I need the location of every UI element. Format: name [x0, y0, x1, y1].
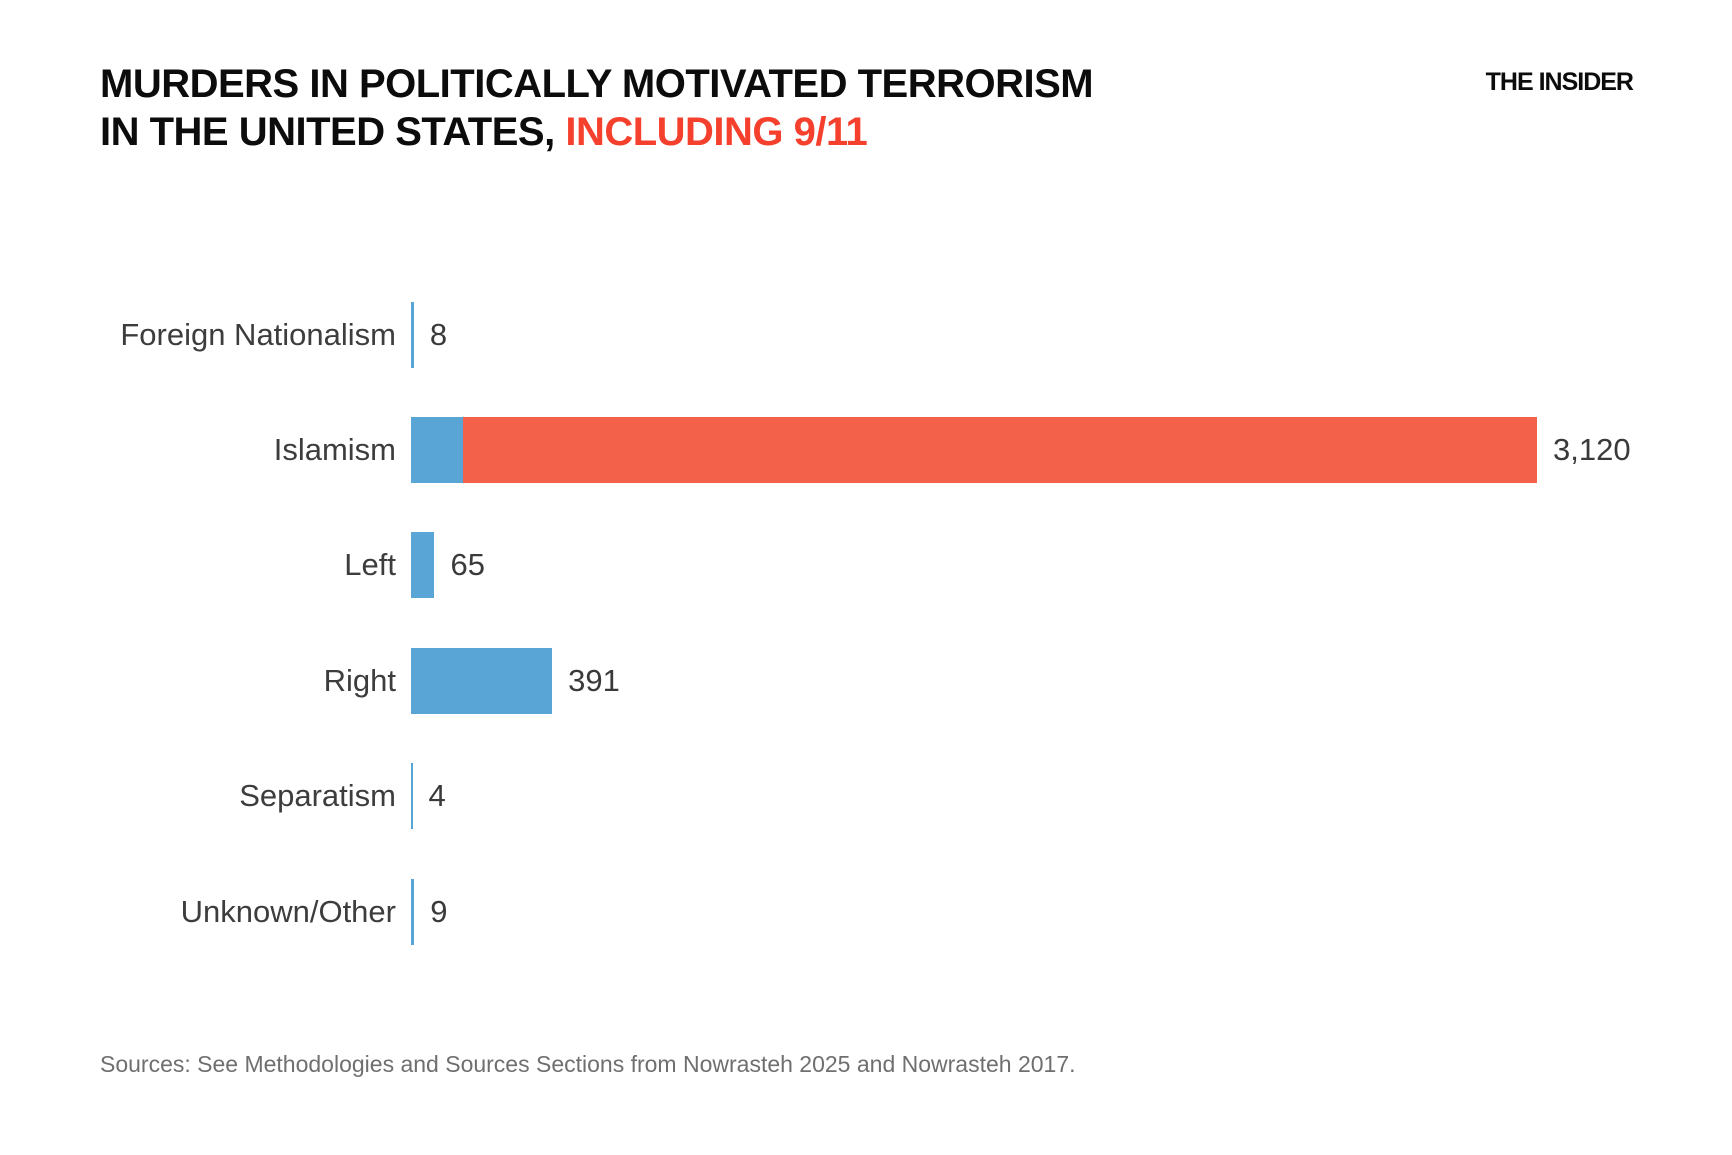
bar-group	[411, 647, 553, 714]
bar-row-islamism: Islamism 3,120	[0, 392, 1732, 507]
bar-row-unknown-other: Unknown/Other 9	[0, 854, 1732, 969]
category-label: Foreign Nationalism	[120, 316, 396, 352]
bar-segment-blue	[411, 878, 415, 945]
value-label: 9	[430, 893, 448, 929]
bar-segment-blue	[411, 301, 414, 368]
bar-group	[411, 301, 414, 368]
value-label: 3,120	[1552, 432, 1631, 468]
bar-row-separatism: Separatism 4	[0, 739, 1732, 854]
bar-segment-blue	[411, 647, 553, 714]
value-label: 391	[568, 662, 620, 698]
sources-note: Sources: See Methodologies and Sources S…	[100, 1051, 1076, 1077]
brand-logo: THE INSIDER	[1485, 68, 1634, 96]
bar-group	[411, 532, 435, 599]
bar-row-right: Right 391	[0, 623, 1732, 738]
bar-group	[411, 878, 415, 945]
value-label: 4	[428, 778, 446, 814]
category-label: Right	[323, 662, 396, 698]
bar-group	[411, 417, 1537, 484]
bar-segment-blue	[411, 763, 413, 830]
title-line2-black: IN THE UNITED STATES,	[100, 110, 555, 154]
bar-segment-red-911	[462, 417, 1537, 484]
bar-group	[411, 763, 413, 830]
bar-chart: Foreign Nationalism 8 Islamism 3,120 Lef…	[0, 277, 1732, 969]
value-label: 65	[450, 547, 485, 583]
page-title: MURDERS IN POLITICALLY MOTIVATED TERRORI…	[100, 60, 1094, 156]
category-label: Unknown/Other	[180, 893, 396, 929]
title-line2-red: INCLUDING 9/11	[565, 110, 868, 154]
bar-segment-blue-excluding-911	[411, 417, 463, 484]
title-line1: MURDERS IN POLITICALLY MOTIVATED TERRORI…	[100, 62, 1094, 106]
bar-segment-blue	[411, 532, 435, 599]
bar-row-left: Left 65	[0, 508, 1732, 623]
value-label: 8	[429, 316, 448, 352]
category-label: Separatism	[239, 778, 396, 814]
category-label: Left	[344, 547, 396, 583]
category-label: Islamism	[273, 432, 396, 468]
bar-row-foreign-nationalism: Foreign Nationalism 8	[0, 277, 1732, 392]
